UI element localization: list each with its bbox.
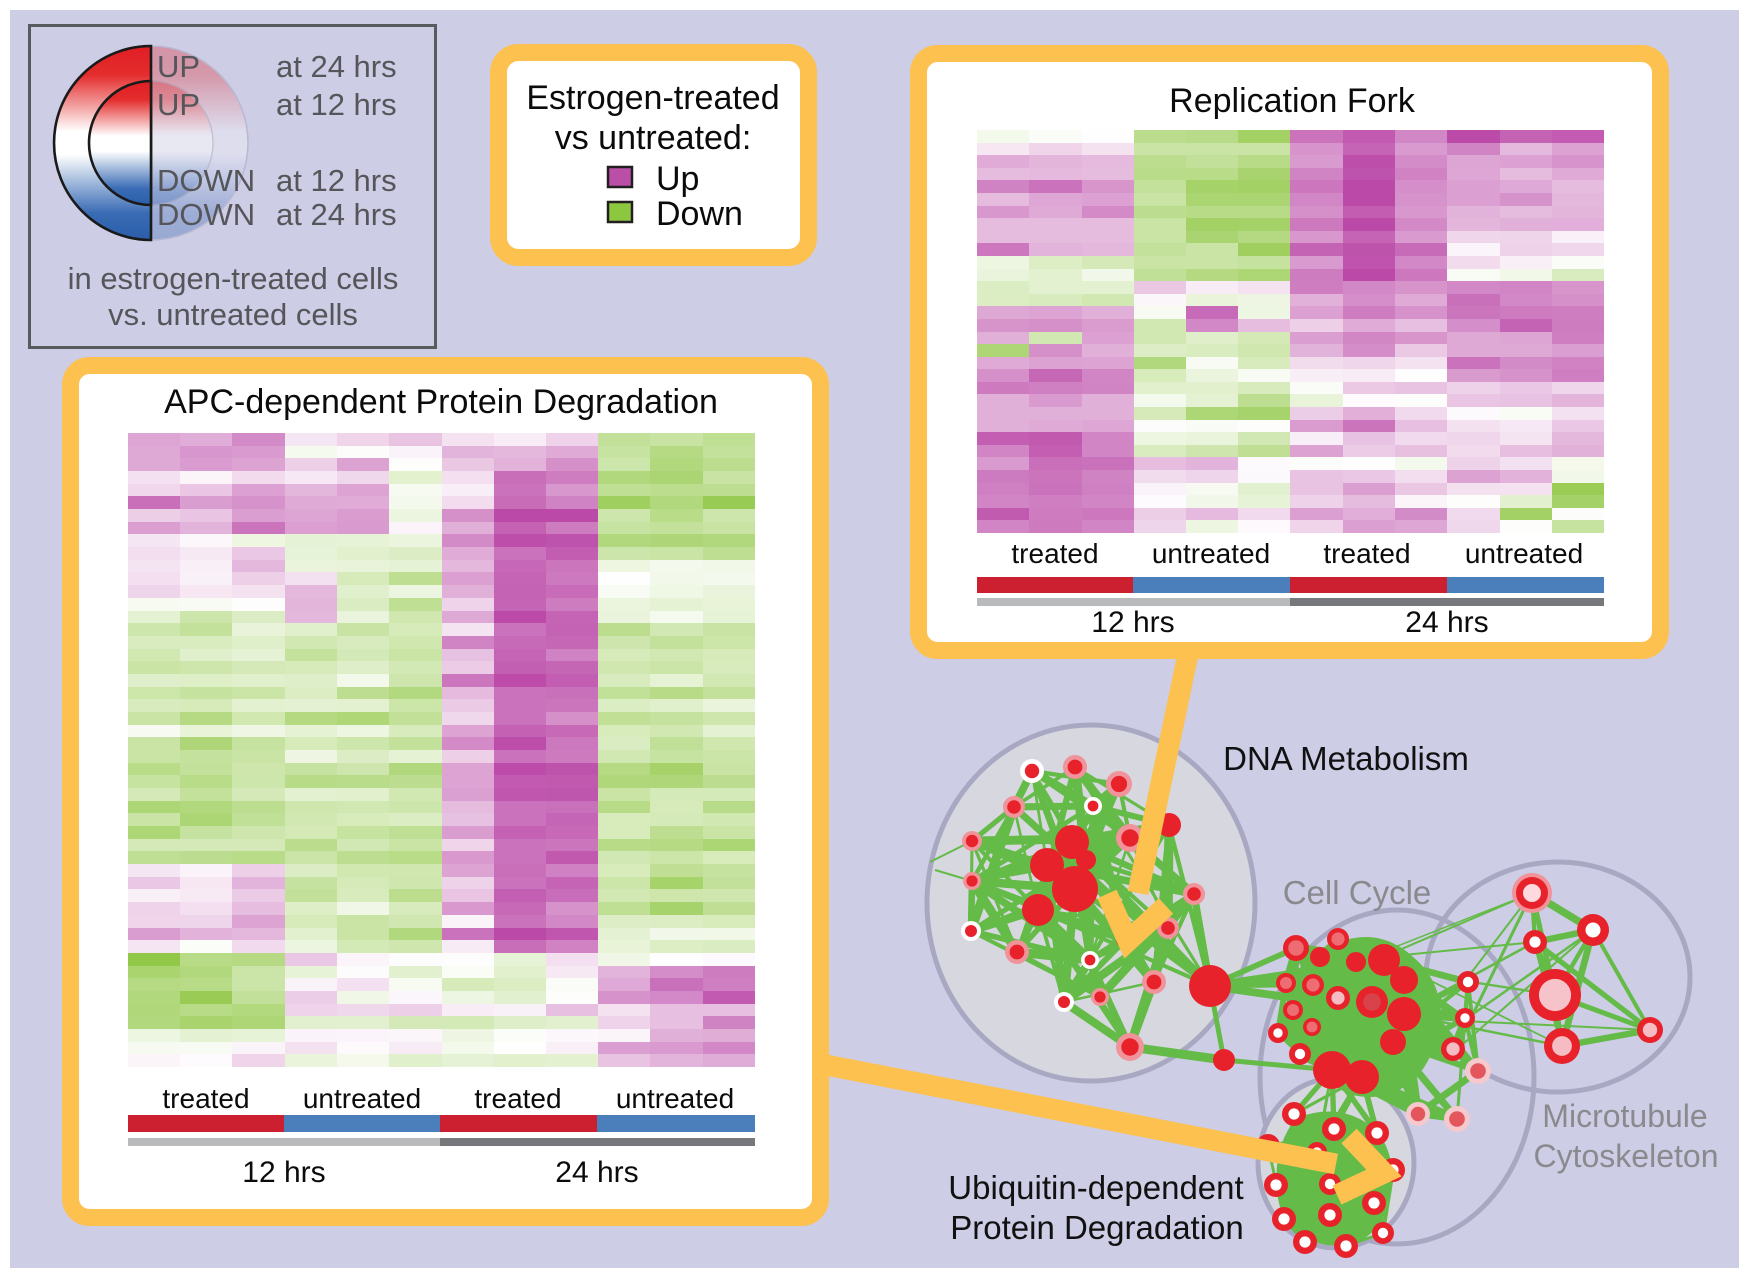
svg-text:treated: treated <box>162 1083 249 1114</box>
svg-text:DOWN: DOWN <box>157 197 255 232</box>
svg-text:at 12 hrs: at 12 hrs <box>276 163 397 198</box>
svg-text:Up: Up <box>656 160 699 198</box>
svg-text:Down: Down <box>656 195 743 233</box>
svg-text:in estrogen-treated cells: in estrogen-treated cells <box>68 261 399 296</box>
svg-text:12 hrs: 12 hrs <box>242 1156 325 1189</box>
svg-text:Microtubule: Microtubule <box>1542 1098 1707 1134</box>
svg-text:untreated: untreated <box>1465 538 1583 569</box>
svg-text:DNA Metabolism: DNA Metabolism <box>1223 740 1469 777</box>
svg-text:at 12 hrs: at 12 hrs <box>276 87 397 122</box>
svg-text:at 24 hrs: at 24 hrs <box>276 197 397 232</box>
svg-text:untreated: untreated <box>616 1083 734 1114</box>
svg-text:Cell Cycle: Cell Cycle <box>1283 874 1432 911</box>
svg-text:untreated: untreated <box>1152 538 1270 569</box>
svg-text:Replication Fork: Replication Fork <box>1169 82 1416 120</box>
svg-text:DOWN: DOWN <box>157 163 255 198</box>
svg-text:APC-dependent Protein Degradat: APC-dependent Protein Degradation <box>164 383 718 421</box>
svg-text:at 24 hrs: at 24 hrs <box>276 49 397 84</box>
svg-text:24 hrs: 24 hrs <box>1405 606 1488 639</box>
svg-text:12 hrs: 12 hrs <box>1091 606 1174 639</box>
svg-text:vs untreated:: vs untreated: <box>555 119 752 157</box>
svg-text:vs. untreated cells: vs. untreated cells <box>108 297 358 332</box>
svg-text:UP: UP <box>157 87 200 122</box>
svg-text:Ubiquitin-dependent: Ubiquitin-dependent <box>948 1169 1243 1206</box>
svg-text:Cytoskeleton: Cytoskeleton <box>1534 1138 1719 1174</box>
svg-text:Protein Degradation: Protein Degradation <box>950 1209 1244 1246</box>
svg-text:24 hrs: 24 hrs <box>555 1156 638 1189</box>
svg-text:untreated: untreated <box>303 1083 421 1114</box>
svg-text:treated: treated <box>1323 538 1410 569</box>
svg-text:UP: UP <box>157 49 200 84</box>
svg-text:treated: treated <box>1011 538 1098 569</box>
svg-text:Estrogen-treated: Estrogen-treated <box>526 79 779 117</box>
svg-text:treated: treated <box>474 1083 561 1114</box>
